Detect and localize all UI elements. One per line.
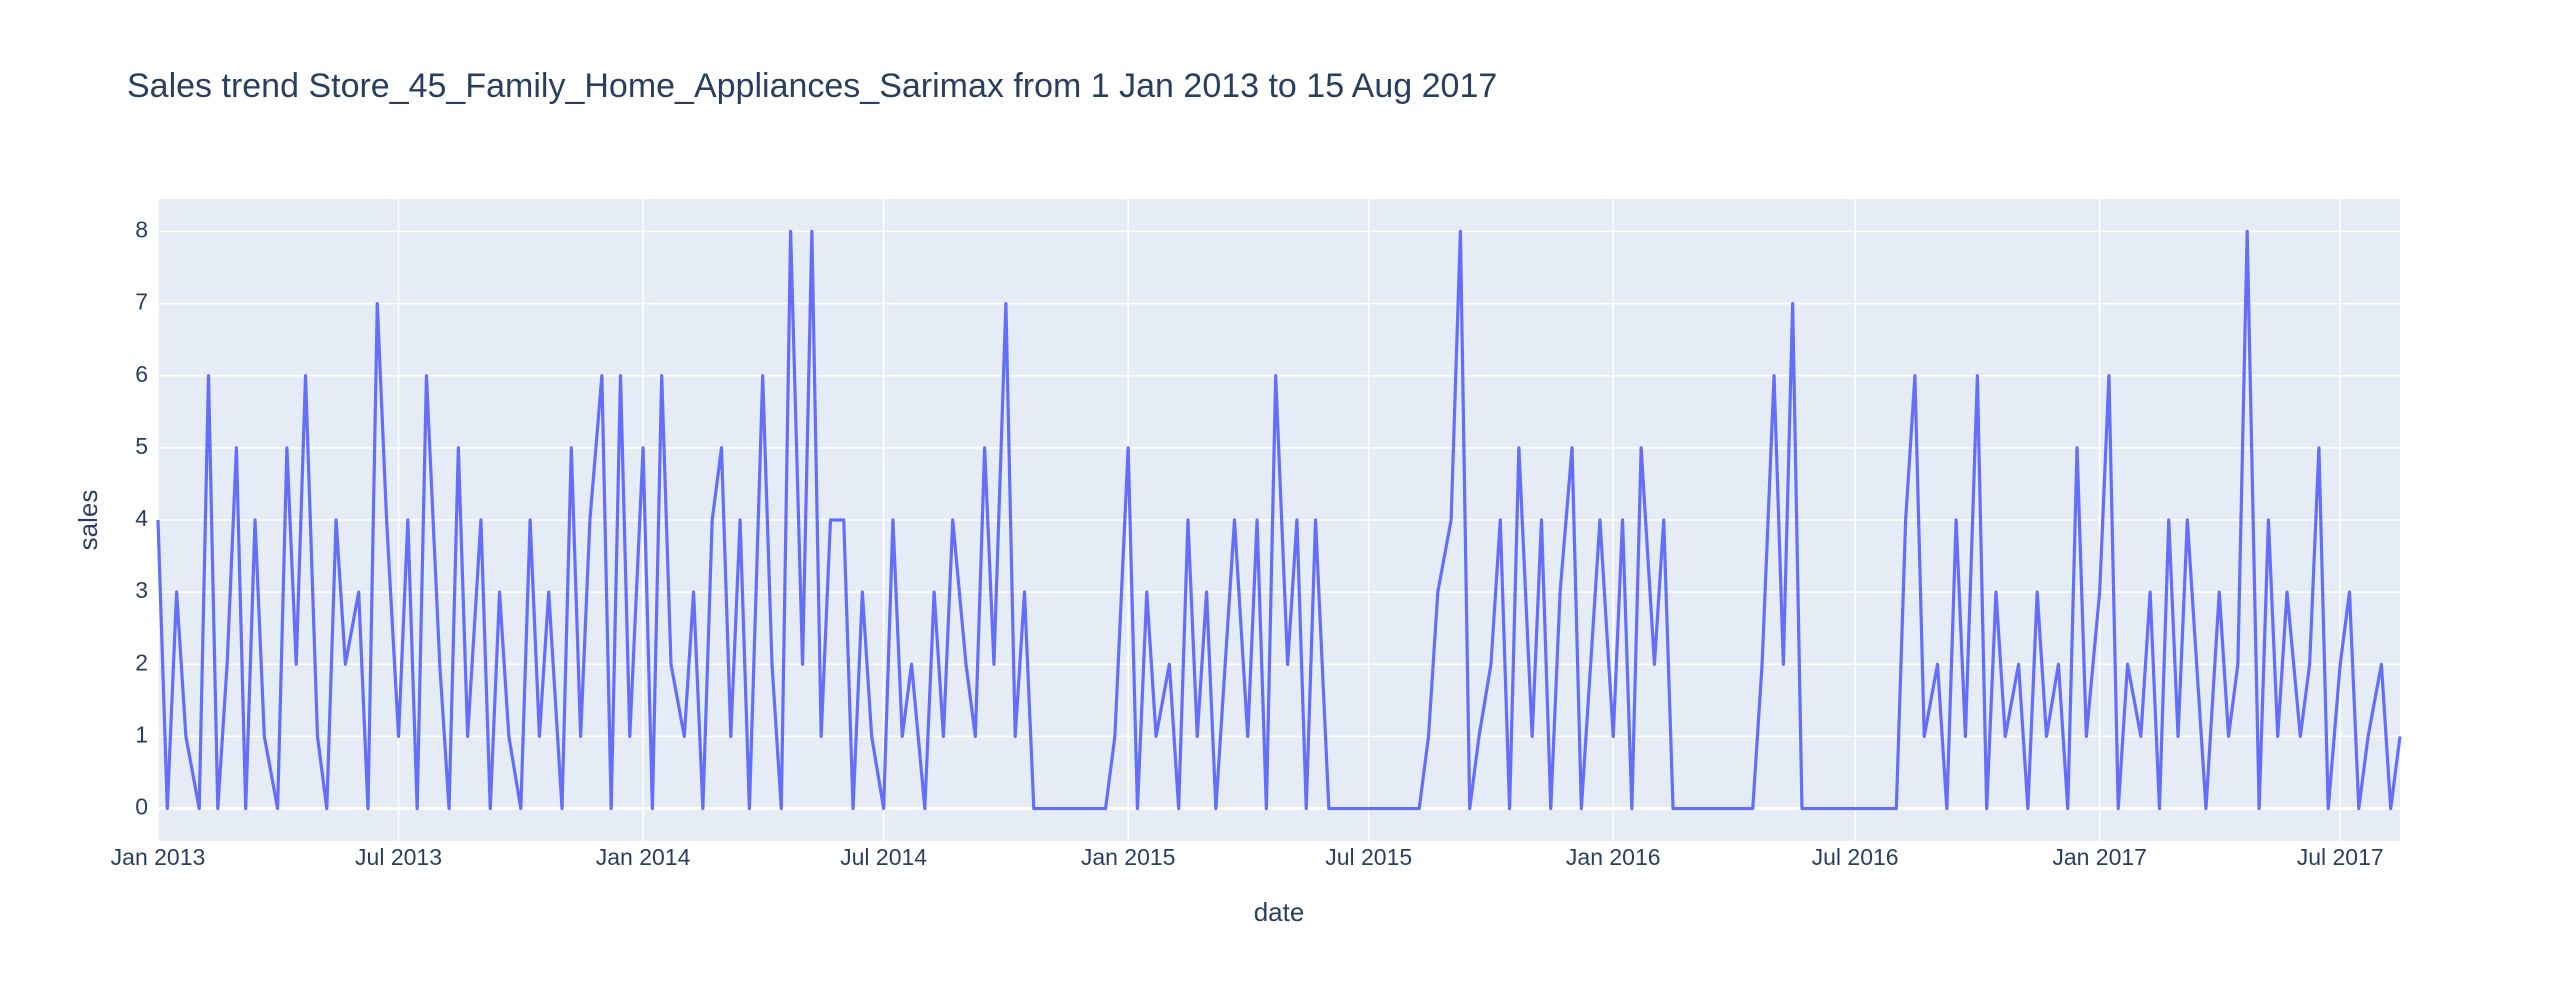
y-tick-label: 0: [135, 794, 148, 820]
y-axis-title: sales: [73, 490, 103, 551]
y-tick-label: 1: [135, 721, 148, 747]
x-tick-label: Jul 2016: [1812, 844, 1899, 870]
y-tick-label: 2: [135, 649, 148, 675]
y-tick-label: 6: [135, 361, 148, 387]
x-axis-title: date: [1254, 897, 1305, 927]
chart-title: Sales trend Store_45_Family_Home_Applian…: [127, 67, 1497, 105]
y-tick-label: 8: [135, 217, 148, 243]
x-tick-label: Jul 2015: [1325, 844, 1412, 870]
y-tick-label: 3: [135, 577, 148, 603]
y-tick-label: 4: [135, 505, 148, 531]
x-tick-label: Jul 2017: [2297, 844, 2384, 870]
x-tick-label: Jan 2016: [1566, 844, 1661, 870]
x-tick-label: Jan 2014: [596, 844, 691, 870]
x-tick-label: Jul 2014: [840, 844, 927, 870]
sales-line: [156, 229, 2402, 811]
y-tick-label: 7: [135, 289, 148, 315]
x-tick-label: Jul 2013: [355, 844, 442, 870]
x-tick-label: Jan 2013: [111, 844, 206, 870]
x-tick-label: Jan 2017: [2052, 844, 2147, 870]
y-tick-label: 5: [135, 433, 148, 459]
x-tick-label: Jan 2015: [1081, 844, 1176, 870]
